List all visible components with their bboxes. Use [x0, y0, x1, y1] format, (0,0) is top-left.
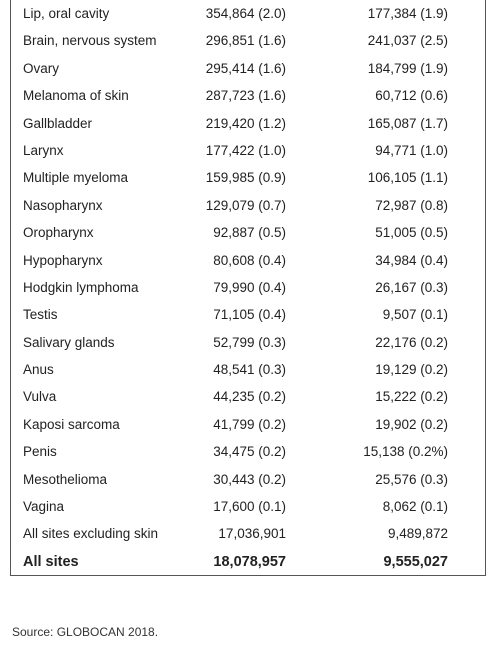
cancer-site: Kaposi sarcoma: [23, 416, 120, 432]
table-row: Salivary glands 52,799 (0.3) 22,176 (0.2): [11, 327, 485, 354]
cancer-site: All sites: [23, 553, 79, 570]
new-cases: 287,723 (1.6): [205, 88, 286, 104]
cancer-site: Mesothelioma: [23, 471, 108, 487]
cancer-site: Ovary: [23, 60, 60, 76]
cancer-site: Lip, oral cavity: [23, 6, 110, 21]
table-row: Gallbladder 219,420 (1.2) 165,087 (1.7): [11, 108, 485, 135]
table-row: Hodgkin lymphoma 79,990 (0.4) 26,167 (0.3): [11, 272, 485, 299]
cancer-site: Salivary glands: [23, 334, 115, 350]
table-row: Brain, nervous system 296,851 (1.6) 241,03…: [11, 25, 485, 52]
table-row: All sites 18,078,957 9,555,027: [11, 546, 485, 573]
table: Lip, oral cavity 354,864 (2.0) 177,384 (1.…: [10, 0, 486, 577]
new-cases: 18,078,957: [213, 553, 286, 570]
new-cases: 295,414 (1.6): [205, 60, 286, 76]
deaths: 51,005 (0.5): [375, 225, 448, 241]
new-cases: 52,799 (0.3): [213, 334, 286, 350]
new-cases: 17,600 (0.1): [213, 499, 286, 515]
cancer-site: Anus: [23, 362, 54, 378]
deaths: 106,105 (1.1): [367, 170, 448, 186]
cancer-site: Testis: [23, 307, 58, 323]
deaths: 9,555,027: [383, 553, 448, 570]
table-row: Nasopharynx 129,079 (0.7) 72,987 (0.8): [11, 190, 485, 217]
table-row: Testis 71,105 (0.4) 9,507 (0.1): [11, 299, 485, 326]
new-cases: 34,475 (0.2): [213, 444, 286, 460]
table-row: Mesothelioma 30,443 (0.2) 25,576 (0.3): [11, 464, 485, 491]
deaths: 26,167 (0.3): [375, 279, 448, 295]
table-row: All sites excluding skin 17,036,901 9,489,…: [11, 518, 485, 545]
cancer-site: Penis: [23, 444, 57, 460]
deaths: 22,176 (0.2): [375, 334, 448, 350]
deaths: 19,129 (0.2): [375, 362, 448, 378]
new-cases: 79,990 (0.4): [213, 279, 286, 295]
new-cases: 41,799 (0.2): [213, 416, 286, 432]
table-row: Vagina 17,600 (0.1) 8,062 (0.1): [11, 491, 485, 518]
deaths: 34,984 (0.4): [375, 252, 448, 268]
deaths: 15,138 (0.2%): [363, 444, 448, 460]
new-cases: 48,541 (0.3): [213, 362, 286, 378]
table-row: Hypopharynx 80,608 (0.4) 34,984 (0.4): [11, 245, 485, 272]
cancer-site: Brain, nervous system: [23, 33, 157, 49]
table-row: Melanoma of skin 287,723 (1.6) 60,712 (0.6…: [11, 80, 485, 107]
deaths: 94,771 (1.0): [375, 142, 448, 158]
table-row: Larynx 177,422 (1.0) 94,771 (1.0): [11, 135, 485, 162]
new-cases: 80,608 (0.4): [213, 252, 286, 268]
deaths: 177,384 (1.9): [367, 6, 448, 21]
deaths: 241,037 (2.5): [367, 33, 448, 49]
new-cases: 177,422 (1.0): [205, 142, 286, 158]
deaths: 25,576 (0.3): [375, 471, 448, 487]
cancer-site: Melanoma of skin: [23, 88, 129, 104]
deaths: 15,222 (0.2): [375, 389, 448, 405]
new-cases: 296,851 (1.6): [205, 33, 286, 49]
table-row: Penis 34,475 (0.2) 15,138 (0.2%): [11, 436, 485, 463]
new-cases: 354,864 (2.0): [205, 6, 286, 21]
new-cases: 71,105 (0.4): [213, 307, 286, 323]
deaths: 19,902 (0.2): [375, 416, 448, 432]
deaths: 165,087 (1.7): [367, 115, 448, 131]
table-row: Oropharynx 92,887 (0.5) 51,005 (0.5): [11, 217, 485, 244]
cancer-site: Vagina: [23, 499, 65, 515]
cancer-site: All sites excluding skin: [23, 526, 159, 542]
cancer-site: Gallbladder: [23, 115, 93, 131]
cancer-site: Vulva: [23, 389, 57, 405]
deaths: 72,987 (0.8): [375, 197, 448, 213]
deaths: 9,489,872: [387, 526, 448, 542]
cancer-site: Hypopharynx: [23, 252, 103, 268]
table-row: Vulva 44,235 (0.2) 15,222 (0.2): [11, 381, 485, 408]
cancer-site: Larynx: [23, 142, 64, 158]
new-cases: 219,420 (1.2): [205, 115, 286, 131]
deaths: 8,062 (0.1): [382, 499, 448, 515]
new-cases: 92,887 (0.5): [213, 225, 286, 241]
source-note: Source: GLOBOCAN 2018.: [12, 625, 159, 639]
table-row: Anus 48,541 (0.3) 19,129 (0.2): [11, 354, 485, 381]
new-cases: 159,985 (0.9): [205, 170, 286, 186]
cancer-site: Oropharynx: [23, 225, 94, 241]
deaths: 60,712 (0.6): [375, 88, 448, 104]
table-row: Multiple myeloma 159,985 (0.9) 106,105 (1.…: [11, 162, 485, 189]
table-row: Ovary 295,414 (1.6) 184,799 (1.9): [11, 53, 485, 80]
new-cases: 17,036,901: [218, 526, 286, 542]
new-cases: 129,079 (0.7): [205, 197, 286, 213]
cancer-site: Nasopharynx: [23, 197, 103, 213]
new-cases: 30,443 (0.2): [213, 471, 286, 487]
deaths: 184,799 (1.9): [367, 60, 448, 76]
table-row: Kaposi sarcoma 41,799 (0.2) 19,902 (0.2): [11, 409, 485, 436]
cancer-site: Multiple myeloma: [23, 170, 129, 186]
new-cases: 44,235 (0.2): [213, 389, 286, 405]
table-row: Lip, oral cavity 354,864 (2.0) 177,384 (1.…: [11, 0, 485, 25]
cancer-site: Hodgkin lymphoma: [23, 279, 139, 295]
deaths: 9,507 (0.1): [382, 307, 448, 323]
